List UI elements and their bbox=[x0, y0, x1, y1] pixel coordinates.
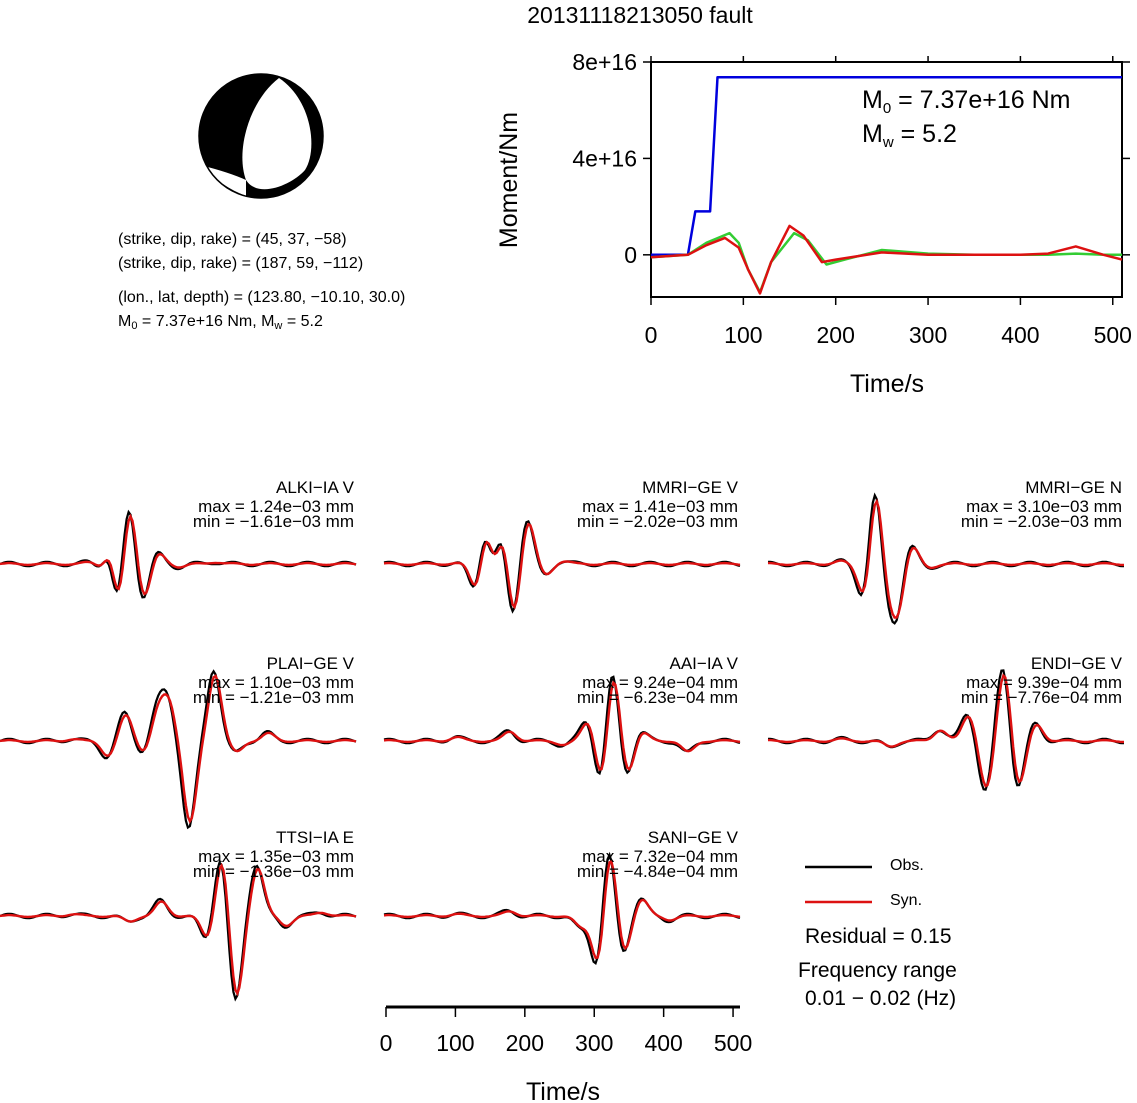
synthetic-trace bbox=[383, 680, 741, 771]
moment-plot-frame bbox=[650, 61, 1123, 298]
station-label: MMRI−GE V bbox=[642, 478, 739, 497]
max-label: max = 9.39e−04 mm bbox=[966, 673, 1122, 692]
min-label: min = −1.36e−03 mm bbox=[193, 862, 354, 881]
min-label: min = −4.84e−04 mm bbox=[577, 862, 738, 881]
min-label: min = −6.23e−04 mm bbox=[577, 688, 738, 707]
x-tick-label: 500 bbox=[1094, 322, 1132, 348]
waveform-panel bbox=[767, 669, 1124, 791]
residual-text: Residual = 0.15 bbox=[805, 925, 952, 948]
time-axis-tick-label: 0 bbox=[380, 1030, 393, 1056]
time-axis-tick-label: 200 bbox=[506, 1030, 544, 1056]
moment-series-1 bbox=[650, 224, 1123, 295]
waveform-panel bbox=[767, 492, 1124, 625]
station-label: AAI−IA V bbox=[669, 654, 738, 673]
max-label: max = 1.24e−03 mm bbox=[198, 497, 354, 516]
max-label: max = 1.41e−03 mm bbox=[582, 497, 738, 516]
max-label: max = 7.32e−04 mm bbox=[582, 847, 738, 866]
location-line: (lon., lat, depth) = (123.80, −10.10, 30… bbox=[118, 289, 406, 306]
max-label: max = 1.35e−03 mm bbox=[198, 847, 354, 866]
station-label: PLAI−GE V bbox=[267, 654, 355, 673]
x-tick-label: 400 bbox=[1001, 322, 1039, 348]
synthetic-trace bbox=[0, 513, 357, 596]
mechanism-line-1: (strike, dip, rake) = (45, 37, −58) bbox=[118, 231, 347, 248]
station-label: MMRI−GE N bbox=[1025, 478, 1122, 497]
frequency-range-value: 0.01 − 0.02 (Hz) bbox=[805, 987, 957, 1010]
waveform-panel bbox=[383, 519, 741, 614]
synthetic-trace bbox=[768, 498, 1124, 619]
waveform-panel bbox=[383, 675, 741, 776]
time-axis-title: Time/s bbox=[526, 1078, 600, 1103]
y-tick-label: 8e+16 bbox=[572, 49, 637, 75]
synthetic-trace bbox=[768, 673, 1124, 788]
station-label: ENDI−GE V bbox=[1031, 654, 1123, 673]
synthetic-trace bbox=[0, 674, 357, 824]
observed-trace bbox=[0, 860, 357, 1002]
min-label: min = −1.21e−03 mm bbox=[193, 688, 354, 707]
moment-series-2 bbox=[650, 231, 1122, 294]
moment-series-0 bbox=[651, 75, 1122, 257]
max-label: max = 9.24e−04 mm bbox=[582, 673, 738, 692]
station-label: TTSI−IA E bbox=[276, 828, 354, 847]
synthetic-trace bbox=[383, 859, 741, 960]
x-tick-label: 300 bbox=[909, 322, 947, 348]
max-label: max = 3.10e−03 mm bbox=[966, 497, 1122, 516]
figure-title: 20131118213050 fault bbox=[527, 2, 753, 28]
time-axis-tick-label: 500 bbox=[714, 1030, 752, 1056]
time-axis-tick-label: 100 bbox=[436, 1030, 474, 1056]
max-label: max = 1.10e−03 mm bbox=[198, 673, 354, 692]
waveform-panel bbox=[383, 851, 741, 966]
moment-x-axis-title: Time/s bbox=[850, 370, 924, 398]
time-axis-tick-label: 400 bbox=[644, 1030, 682, 1056]
moment-y-axis-title: Moment/Nm bbox=[495, 112, 523, 248]
waveform-panel bbox=[0, 509, 357, 599]
x-tick-label: 0 bbox=[645, 322, 658, 348]
moment-annotation-m0: M0 = 7.37e+16 Nm bbox=[862, 86, 1071, 117]
observed-trace bbox=[383, 519, 741, 614]
moment-summary: M0 = 7.37e+16 Nm, Mw = 5.2 bbox=[118, 313, 323, 332]
station-label: SANI−GE V bbox=[648, 828, 739, 847]
mechanism-line-2: (strike, dip, rake) = (187, 59, −112) bbox=[118, 255, 364, 272]
moment-annotation-mw: Mw = 5.2 bbox=[862, 120, 957, 151]
y-tick-label: 4e+16 bbox=[572, 145, 637, 171]
time-axis-tick-label: 300 bbox=[575, 1030, 613, 1056]
frequency-range-title: Frequency range bbox=[798, 959, 957, 982]
waveform-panel bbox=[0, 669, 357, 830]
x-tick-label: 100 bbox=[724, 322, 762, 348]
min-label: min = −7.76e−04 mm bbox=[961, 688, 1122, 707]
x-tick-label: 200 bbox=[817, 322, 855, 348]
y-tick-label: 0 bbox=[624, 242, 637, 268]
legend-obs-label: Obs. bbox=[890, 857, 924, 874]
synthetic-trace bbox=[383, 522, 741, 610]
min-label: min = −1.61e−03 mm bbox=[193, 512, 354, 531]
station-label: ALKI−IA V bbox=[276, 478, 355, 497]
min-label: min = −2.02e−03 mm bbox=[577, 512, 738, 531]
min-label: min = −2.03e−03 mm bbox=[961, 512, 1122, 531]
legend-syn-label: Syn. bbox=[890, 892, 923, 909]
waveform-panel bbox=[0, 860, 357, 1002]
synthetic-trace bbox=[0, 862, 357, 997]
